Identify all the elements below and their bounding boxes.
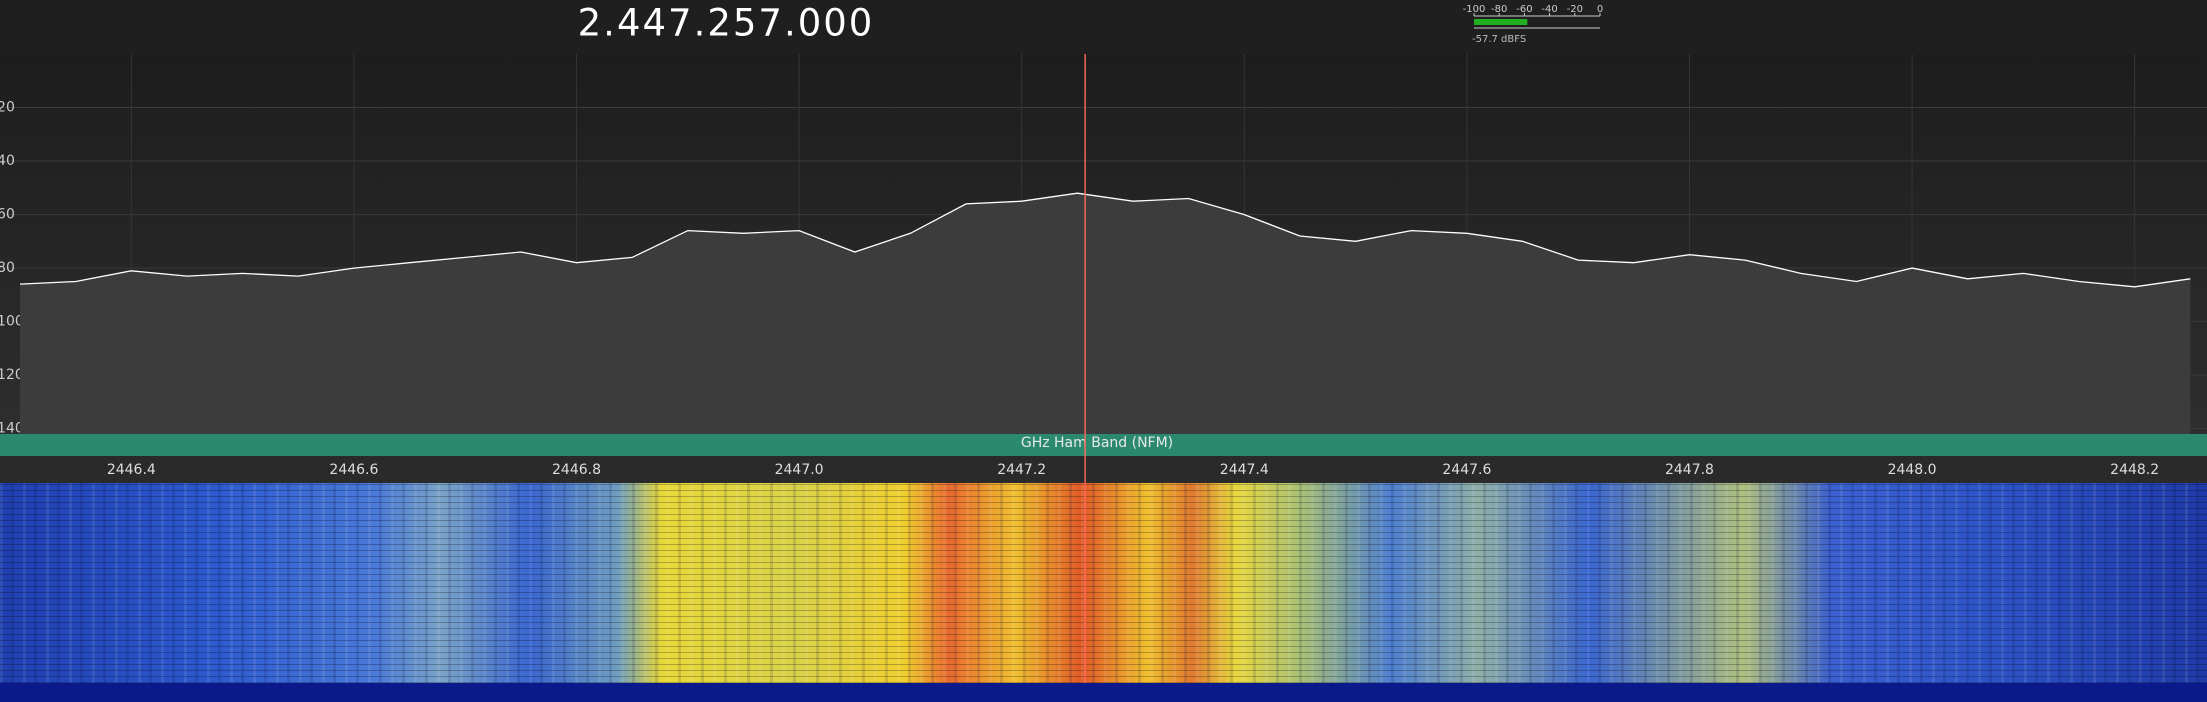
spectrum-trace: [19, 192, 2191, 288]
frequency-axis: [0, 456, 2207, 483]
band-bar: [0, 434, 2207, 456]
x-tick-label: 2447.4: [1220, 462, 1269, 478]
y-tick-label: -100: [0, 314, 24, 330]
frequency-display[interactable]: 2.447.257.000: [578, 2, 875, 45]
y-tick-label: -40: [0, 153, 15, 169]
band-label: GHz Ham Band (NFM): [1021, 435, 1173, 451]
meter-tick-label: -100: [1463, 4, 1486, 15]
meter-tick-label: -80: [1491, 4, 1507, 15]
y-tick-label: -140: [0, 421, 24, 437]
x-tick-label: 2447.8: [1665, 462, 1714, 478]
x-tick-label: 2446.6: [329, 462, 378, 478]
waterfall-footer: [0, 683, 2207, 702]
x-tick-label: 2446.4: [107, 462, 156, 478]
meter-tick-label: -40: [1541, 4, 1557, 15]
y-tick-label: -20: [0, 100, 15, 116]
x-tick-label: 2448.2: [2110, 462, 2159, 478]
y-tick-label: -120: [0, 367, 24, 383]
trace-fill: [20, 193, 2191, 434]
meter-tick-label: 0: [1597, 4, 1603, 15]
level-label: -57.7 dBFS: [1472, 34, 1526, 45]
x-tick-label: 2448.0: [1888, 462, 1937, 478]
x-tick-label: 2447.6: [1442, 462, 1491, 478]
y-tick-label: -80: [0, 260, 15, 276]
meter-tick-label: -60: [1516, 4, 1532, 15]
x-tick-label: 2447.2: [997, 462, 1046, 478]
level-bar: [1474, 19, 1528, 25]
y-tick-label: -60: [0, 207, 15, 223]
meter-tick-label: -20: [1567, 4, 1583, 15]
waterfall: [0, 483, 2207, 683]
x-tick-label: 2446.8: [552, 462, 601, 478]
x-tick-label: 2447.0: [775, 462, 824, 478]
